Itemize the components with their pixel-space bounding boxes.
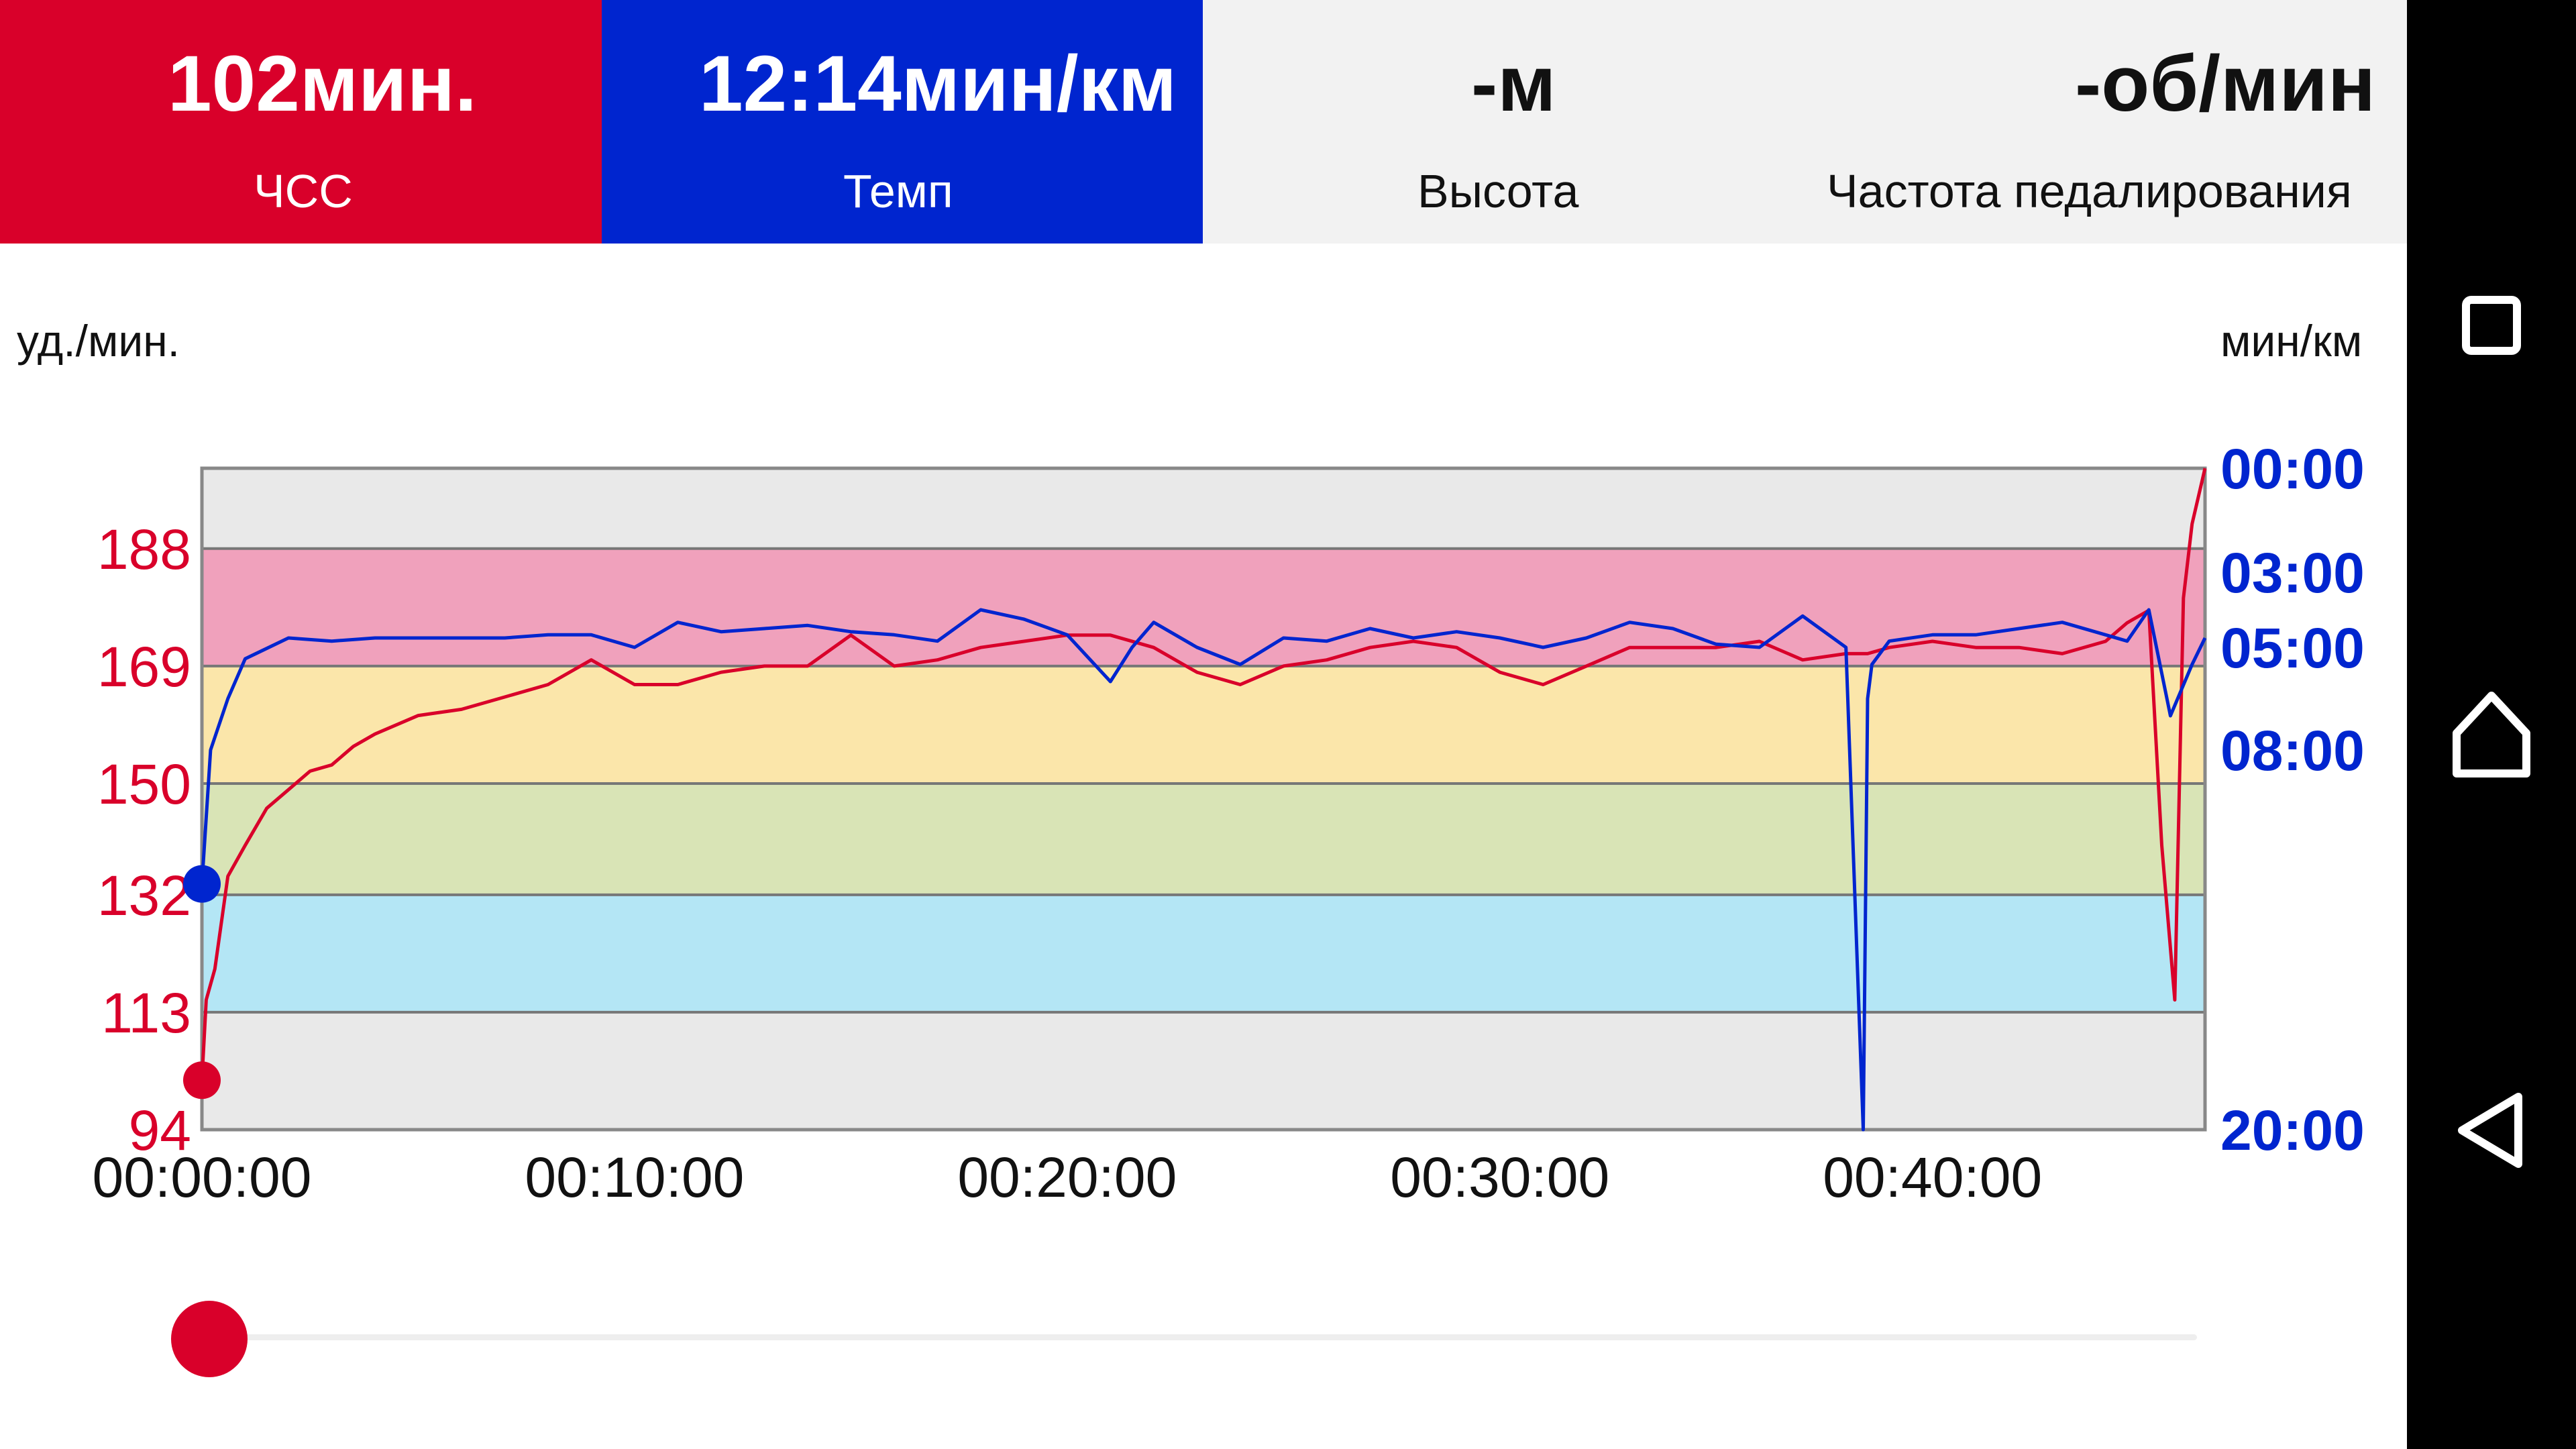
pace-tick-label: 00:00: [2220, 437, 2365, 500]
home-button[interactable]: [2407, 627, 2576, 828]
altitude-value: -м: [1471, 40, 1556, 128]
time-tick-label: 00:20:00: [957, 1146, 1177, 1209]
hr-cursor-dot: [183, 1061, 221, 1099]
time-tick-label: 00:10:00: [525, 1146, 744, 1209]
plot-frame: [200, 466, 2207, 1132]
hr-zone-band: [202, 783, 2205, 895]
hr-zone-band: [202, 665, 2205, 784]
timeline-slider-track[interactable]: [209, 1334, 2197, 1340]
hr-zone-band: [202, 468, 2205, 549]
hr-tick-label: 188: [97, 518, 191, 581]
time-tick-label: 00:30:00: [1390, 1146, 1609, 1209]
cadence-label: Частота педалирования: [1827, 165, 2352, 217]
heart-rate-tile[interactable]: 102мин. ЧСС: [0, 0, 602, 244]
pace-label: Темп: [843, 165, 953, 217]
heart-rate-value: 102мин.: [168, 40, 477, 128]
heart-rate-label: ЧСС: [254, 165, 353, 217]
pace-tick-label: 03:00: [2220, 541, 2365, 604]
back-triangle-icon: [2458, 1093, 2522, 1168]
time-tick-label: 00:40:00: [1823, 1146, 2042, 1209]
home-icon: [2453, 692, 2530, 777]
square-icon: [2462, 296, 2521, 355]
hr-zone-band: [202, 548, 2205, 666]
right-axis-unit: мин/км: [2220, 316, 2363, 366]
hr-tick-label: 94: [129, 1099, 191, 1162]
pace-tile[interactable]: 12:14мин/км Темп: [602, 0, 1203, 244]
hr-pace-chart[interactable]: 188 169 150 132 113 94 00:00 03:00 05:00 08:00 20:…: [0, 402, 2407, 1228]
back-button[interactable]: [2407, 1030, 2576, 1231]
cadence-value: -об/мин: [2075, 40, 2376, 128]
pace-tick-label: 05:00: [2220, 616, 2365, 680]
app-screen: 102мин. ЧСС 12:14мин/км Темп -м Высота -…: [0, 0, 2407, 1377]
hr-zone-band: [202, 1012, 2205, 1130]
android-nav-bar: [2407, 0, 2576, 1449]
hr-tick-label: 132: [97, 864, 191, 927]
hr-series-line: [200, 468, 2207, 1081]
hr-zone-band: [202, 894, 2205, 1012]
pace-series-line: [200, 608, 2207, 1132]
hr-tick-label: 150: [97, 753, 191, 816]
altitude-label: Высота: [1417, 165, 1579, 217]
altitude-cadence-tile[interactable]: -м Высота -об/мин Частота педалирования: [1203, 0, 2407, 244]
pace-cursor-dot: [183, 865, 221, 903]
pace-tick-label: 20:00: [2220, 1099, 2365, 1162]
hr-tick-label: 113: [101, 981, 191, 1044]
pace-value: 12:14мин/км: [699, 40, 1177, 128]
recents-button[interactable]: [2407, 225, 2576, 426]
hr-tick-label: 169: [97, 635, 191, 698]
time-tick-label: 00:00:00: [93, 1146, 312, 1209]
timeline-slider-thumb[interactable]: [171, 1301, 248, 1377]
left-axis-unit: уд./мин.: [17, 316, 180, 366]
pace-tick-label: 08:00: [2220, 719, 2365, 782]
